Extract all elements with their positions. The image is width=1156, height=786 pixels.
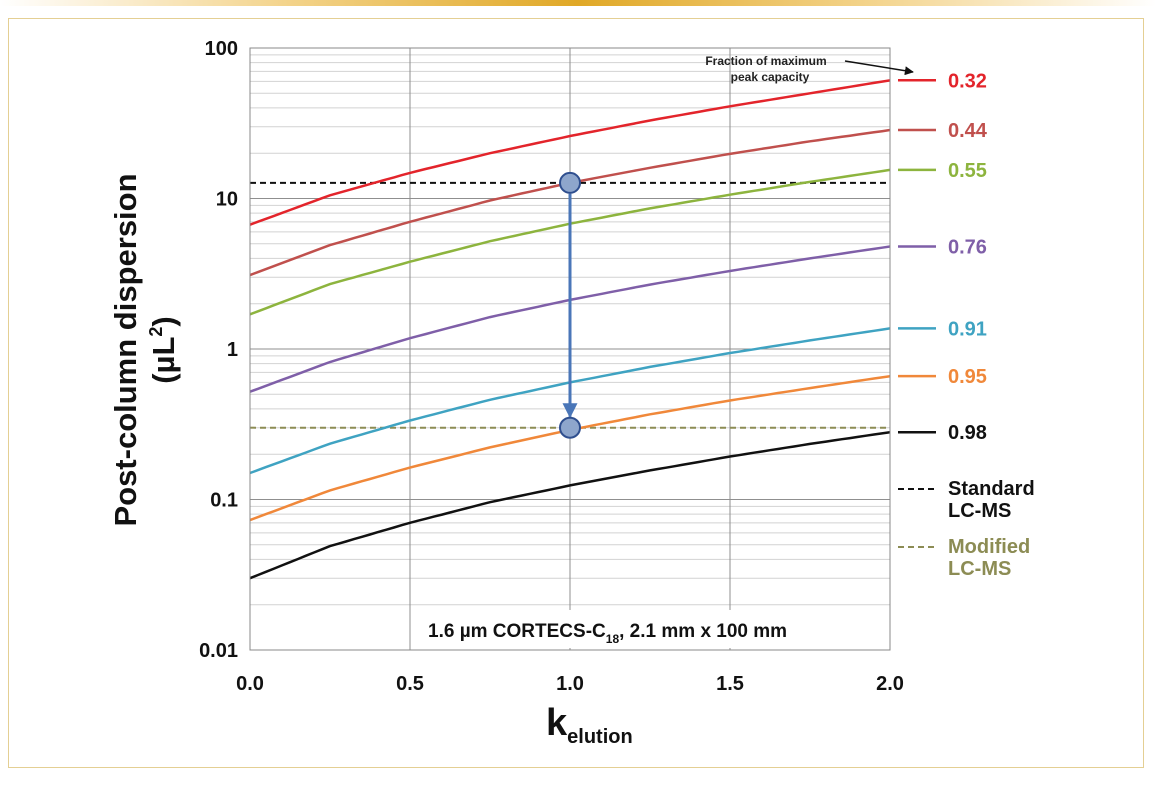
- y-axis-title-line2: (µL2): [146, 316, 181, 383]
- x-tick-label: 0.0: [236, 673, 264, 695]
- legend-label-0.55: 0.55: [948, 160, 987, 182]
- annotation-line1: Fraction of maximum: [705, 54, 826, 68]
- subtitle: 1.6 µm CORTECS-C18, 2.1 mm x 100 mm: [428, 621, 787, 646]
- annotation-line2: peak capacity: [731, 70, 810, 84]
- subtitle-box: 1.6 µm CORTECS-C18, 2.1 mm x 100 mm: [418, 610, 886, 648]
- legend-label-0.76: 0.76: [948, 236, 987, 258]
- y-tick-label: 0.1: [210, 490, 238, 512]
- y-tick-label: 100: [205, 38, 238, 60]
- subtitle-sub: 18: [606, 632, 620, 646]
- markers: [559, 171, 581, 439]
- subtitle-post: , 2.1 mm x 100 mm: [619, 621, 787, 642]
- y-axis-title-line2-post: ): [146, 316, 181, 326]
- legend-label-0.91: 0.91: [948, 318, 987, 340]
- subtitle-pre: 1.6 µm CORTECS-C: [428, 621, 606, 642]
- x-tick-label: 1.0: [556, 673, 584, 695]
- legend-label-ref: LC-MS: [948, 558, 1011, 580]
- series-line-0.32: [249, 79, 891, 226]
- plot-border: [249, 47, 891, 651]
- x-axis-title: kelution: [546, 702, 633, 748]
- legend-label-ref: LC-MS: [948, 500, 1011, 522]
- legend: 0.320.440.550.760.910.950.98StandardLC-M…: [898, 70, 1035, 580]
- x-tick-label: 2.0: [876, 673, 904, 695]
- top-accent-bar: [0, 0, 1156, 6]
- legend-label-ref: Standard: [948, 478, 1035, 500]
- x-axis-title-main: k: [546, 702, 568, 744]
- x-tick-label: 1.5: [716, 673, 744, 695]
- legend-label-0.32: 0.32: [948, 70, 987, 92]
- series-line-0.98: [249, 430, 891, 580]
- y-axis-title-line1: Post-column dispersion: [108, 173, 143, 526]
- legend-label-ref: Modified: [948, 536, 1030, 558]
- annotation: Fraction of maximum peak capacity: [705, 54, 914, 84]
- legend-label-0.95: 0.95: [948, 366, 987, 388]
- y-tick-label: 1: [227, 339, 238, 361]
- figure-frame: [8, 18, 1144, 768]
- legend-label-0.98: 0.98: [948, 422, 987, 444]
- tick-labels: 0.0 0.5 1.0 1.5 2.0 0.01 0.1 1 10 100: [199, 38, 904, 695]
- annotation-arrow: [844, 60, 914, 76]
- y-tick-label: 10: [216, 189, 238, 211]
- x-axis-title-sub: elution: [567, 726, 633, 748]
- y-tick-label: 0.01: [199, 640, 238, 662]
- legend-label-0.44: 0.44: [948, 120, 988, 142]
- x-tick-label: 0.5: [396, 673, 424, 695]
- y-axis-title: Post-column dispersion (µL2): [108, 173, 181, 526]
- y-axis-title-line2-pre: (µL: [146, 337, 181, 384]
- y-axis-title-sup: 2: [146, 327, 166, 337]
- marker-point: [559, 416, 581, 439]
- marker-point: [559, 171, 581, 194]
